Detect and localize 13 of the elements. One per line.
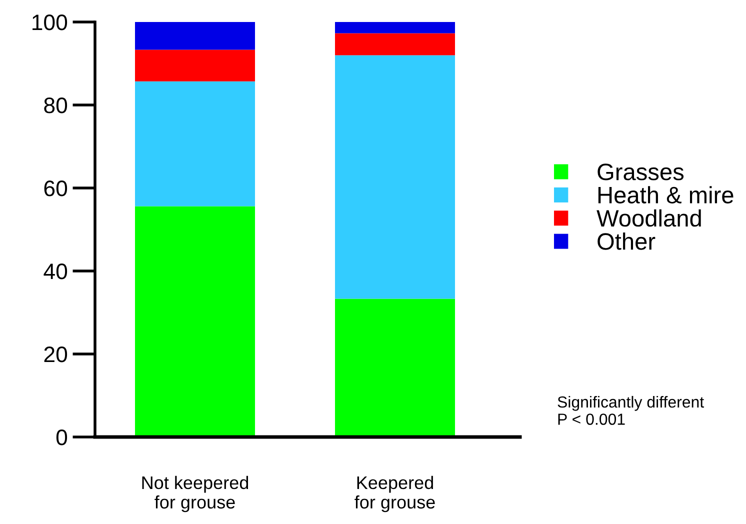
legend-label: Grasses (598, 164, 684, 180)
y-tick-label: 0 (56, 430, 68, 446)
y-tick-label: 60 (44, 180, 68, 196)
legend-label: Woodland (596, 209, 701, 227)
x-tick-label: Keepered for grouse (354, 476, 435, 512)
y-tick-label: 100 (32, 14, 68, 30)
y-tick-label: 40 (44, 264, 68, 280)
text: Significantly different P < 0.001 (558, 396, 704, 425)
x-tick-label: Not keepered for grouse (142, 476, 248, 512)
y-tick-label: 80 (44, 98, 68, 114)
legend-label: Other (598, 232, 656, 250)
legend-label: Heath & mire (598, 186, 734, 204)
y-tick-label: 20 (44, 346, 68, 362)
